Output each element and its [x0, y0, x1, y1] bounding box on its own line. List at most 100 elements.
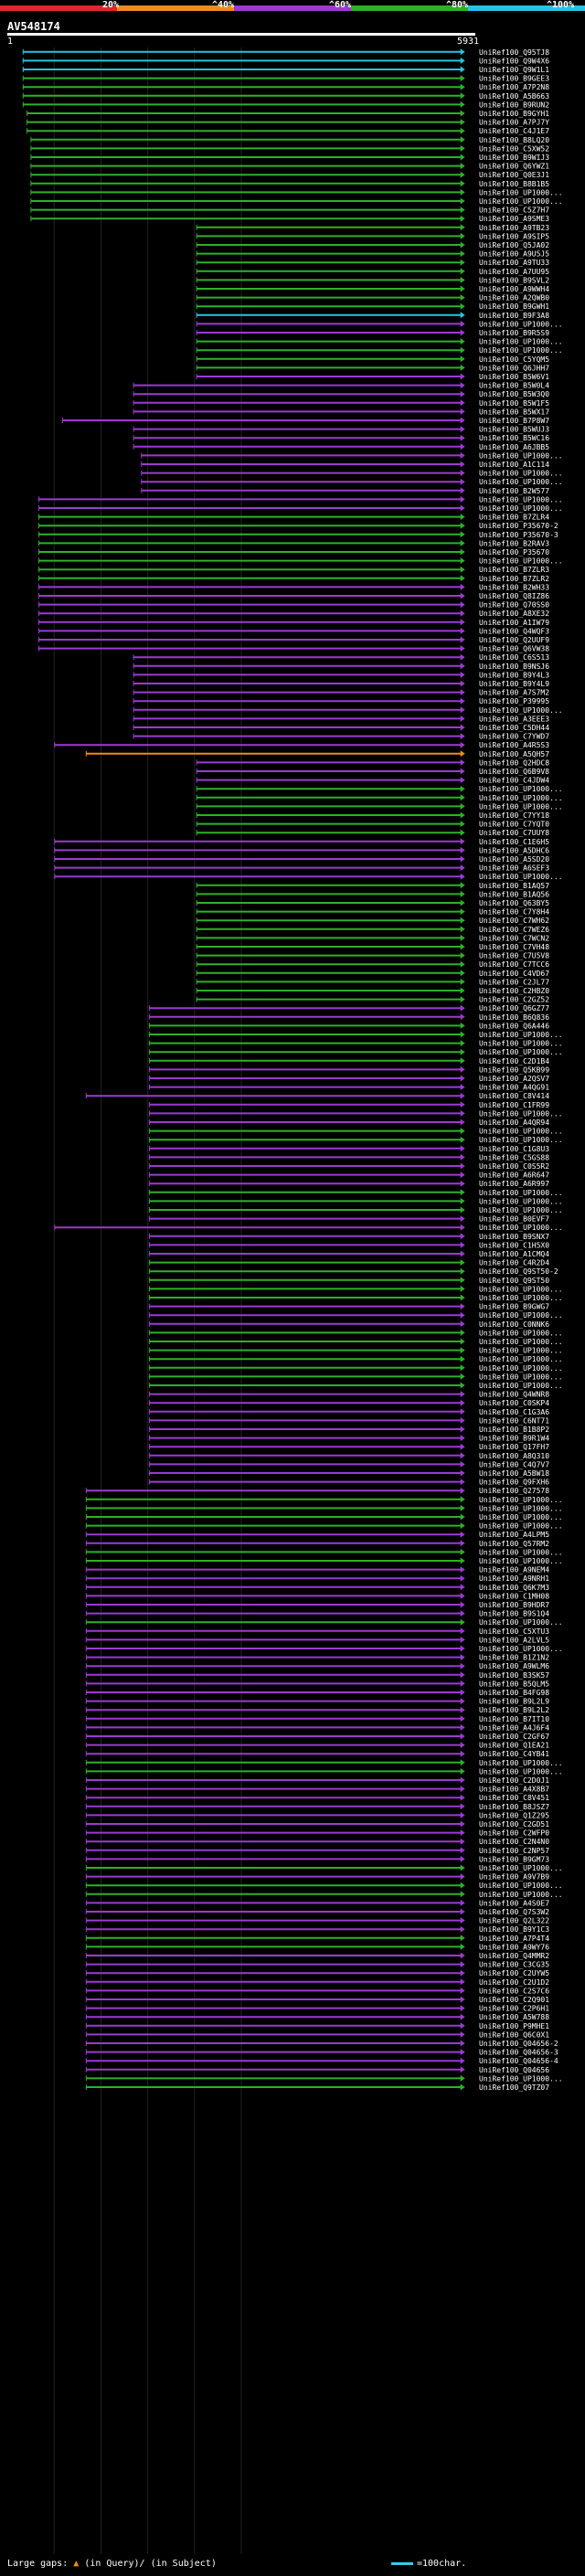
- hit-row[interactable]: UniRef100_UP1000...: [148, 1040, 563, 1048]
- hit-row[interactable]: UniRef100_UP1000...: [148, 1048, 563, 1056]
- hit-row[interactable]: UniRef100_Q6B9V8: [196, 768, 549, 776]
- hit-label[interactable]: UniRef100_C8V451: [479, 1794, 549, 1802]
- hit-label[interactable]: UniRef100_Q6K7M3: [479, 1584, 549, 1592]
- hit-row[interactable]: UniRef100_C2WFP0: [85, 1829, 549, 1838]
- hit-row[interactable]: UniRef100_UP1000...: [30, 197, 563, 206]
- hit-label[interactable]: UniRef100_A4J6F4: [479, 1723, 549, 1732]
- hit-label[interactable]: UniRef100_C5YQM5: [479, 355, 549, 364]
- hit-label[interactable]: UniRef100_A4S0E7: [479, 1899, 549, 1907]
- hit-row[interactable]: UniRef100_Q2HDC8: [196, 758, 549, 767]
- hit-row[interactable]: UniRef100_A9V7B9: [85, 1873, 549, 1882]
- hit-label[interactable]: UniRef100_UP1000...: [479, 1128, 563, 1136]
- hit-row[interactable]: UniRef100_B9RUN2: [22, 101, 549, 109]
- hit-label[interactable]: UniRef100_P35670-3: [479, 531, 558, 539]
- hit-row[interactable]: UniRef100_B9GEE3: [22, 75, 549, 83]
- hit-label[interactable]: UniRef100_C7U5V8: [479, 952, 549, 960]
- hit-row[interactable]: UniRef100_B9GYH1: [27, 110, 550, 118]
- hit-label[interactable]: UniRef100_B2WH33: [479, 583, 549, 591]
- hit-row[interactable]: UniRef100_UP1000...: [148, 1128, 563, 1136]
- hit-label[interactable]: UniRef100_B3SK57: [479, 1671, 549, 1680]
- hit-label[interactable]: UniRef100_UP1000...: [479, 1031, 563, 1039]
- hit-label[interactable]: UniRef100_C8V414: [479, 1092, 549, 1100]
- hit-label[interactable]: UniRef100_UP1000...: [479, 1338, 563, 1346]
- hit-row[interactable]: UniRef100_UP1000...: [148, 1311, 563, 1320]
- hit-label[interactable]: UniRef100_B9S1Q4: [479, 1610, 549, 1618]
- hit-label[interactable]: UniRef100_B8LQ20: [479, 136, 549, 144]
- hit-label[interactable]: UniRef100_B9GEE3: [479, 75, 549, 83]
- hit-label[interactable]: UniRef100_Q9W4X6: [479, 57, 549, 65]
- hit-label[interactable]: UniRef100_A9TB23: [479, 224, 549, 232]
- hit-row[interactable]: UniRef100_UP1000...: [148, 1136, 563, 1144]
- hit-row[interactable]: UniRef100_Q95TJ8: [22, 48, 549, 57]
- hit-row[interactable]: UniRef100_C2GD51: [85, 1820, 549, 1829]
- hit-label[interactable]: UniRef100_UP1000...: [479, 1355, 563, 1363]
- hit-row[interactable]: UniRef100_C1E6H5: [54, 838, 549, 846]
- hit-label[interactable]: UniRef100_C7YY18: [479, 811, 549, 820]
- hit-row[interactable]: UniRef100_C6S513: [133, 653, 549, 662]
- hit-label[interactable]: UniRef100_Q04656: [479, 2066, 549, 2074]
- hit-label[interactable]: UniRef100_B9L2L9: [479, 1698, 549, 1706]
- hit-row[interactable]: UniRef100_A4QG91: [148, 1084, 549, 1092]
- hit-row[interactable]: UniRef100_UP1000...: [196, 785, 563, 793]
- hit-row[interactable]: UniRef100_UP1000...: [148, 1329, 563, 1337]
- hit-row[interactable]: UniRef100_C2GF67: [85, 1733, 549, 1741]
- hit-row[interactable]: UniRef100_A3EEE3: [133, 715, 549, 723]
- hit-label[interactable]: UniRef100_Q5KB99: [479, 1065, 549, 1074]
- hit-label[interactable]: UniRef100_B5WX17: [479, 408, 549, 416]
- hit-row[interactable]: UniRef100_A4X8B7: [85, 1786, 549, 1794]
- hit-label[interactable]: UniRef100_A4QR94: [479, 1118, 549, 1127]
- hit-label[interactable]: UniRef100_C7YWD7: [479, 733, 549, 741]
- hit-row[interactable]: UniRef100_C2NP57: [85, 1847, 549, 1855]
- hit-row[interactable]: UniRef100_B1B8P2: [148, 1426, 549, 1434]
- hit-row[interactable]: UniRef100_A4QR94: [148, 1118, 549, 1127]
- hit-label[interactable]: UniRef100_Q6B9V8: [479, 768, 549, 776]
- hit-row[interactable]: UniRef100_Q17FH7: [148, 1443, 549, 1451]
- hit-row[interactable]: UniRef100_Q9FXH6: [148, 1479, 549, 1487]
- hit-row[interactable]: UniRef100_Q6K7M3: [85, 1584, 549, 1592]
- hit-row[interactable]: UniRef100_C5DH44: [133, 724, 549, 732]
- hit-label[interactable]: UniRef100_UP1000...: [479, 1109, 563, 1118]
- hit-row[interactable]: UniRef100_A4J6F4: [85, 1723, 549, 1732]
- hit-row[interactable]: UniRef100_A7PJ7Y: [27, 119, 550, 127]
- hit-label[interactable]: UniRef100_C7YQT0: [479, 821, 549, 829]
- hit-label[interactable]: UniRef100_Q04656-2: [479, 2040, 558, 2048]
- hit-label[interactable]: UniRef100_B5W1F5: [479, 399, 549, 408]
- hit-label[interactable]: UniRef100_C7UUY8: [479, 829, 549, 837]
- hit-row[interactable]: UniRef100_P35670-3: [38, 531, 558, 539]
- hit-label[interactable]: UniRef100_P9MHE1: [479, 2022, 549, 2030]
- hit-label[interactable]: UniRef100_C6NT71: [479, 1416, 549, 1425]
- hit-label[interactable]: UniRef100_Q6YWZ1: [479, 163, 549, 171]
- hit-label[interactable]: UniRef100_UP1000...: [479, 557, 563, 566]
- hit-label[interactable]: UniRef100_B5WC16: [479, 434, 549, 442]
- hit-row[interactable]: UniRef100_C2S7C6: [85, 1987, 549, 1995]
- hit-label[interactable]: UniRef100_C5XW52: [479, 144, 549, 153]
- hit-row[interactable]: UniRef100_A9U5J5: [196, 250, 549, 259]
- hit-label[interactable]: UniRef100_UP1000...: [479, 1189, 563, 1197]
- hit-label[interactable]: UniRef100_UP1000...: [479, 1285, 563, 1293]
- hit-row[interactable]: UniRef100_UP1000...: [196, 338, 563, 346]
- hit-label[interactable]: UniRef100_A1IW79: [479, 619, 549, 627]
- hit-row[interactable]: UniRef100_C4Q7V7: [148, 1460, 549, 1468]
- hit-label[interactable]: UniRef100_B5W0L4: [479, 382, 549, 390]
- hit-label[interactable]: UniRef100_A3EEE3: [479, 715, 549, 723]
- hit-row[interactable]: UniRef100_UP1000...: [148, 1364, 563, 1373]
- hit-row[interactable]: UniRef100_Q1Z295: [85, 1811, 549, 1819]
- hit-row[interactable]: UniRef100_C4JDW4: [196, 777, 549, 785]
- hit-row[interactable]: UniRef100_A9TB23: [196, 224, 549, 232]
- hit-label[interactable]: UniRef100_B9R1W4: [479, 1435, 549, 1443]
- hit-row[interactable]: UniRef100_Q4MMR2: [85, 1952, 549, 1960]
- hit-row[interactable]: UniRef100_C5Z7H7: [30, 207, 549, 215]
- hit-row[interactable]: UniRef100_UP1000...: [141, 451, 563, 460]
- hit-row[interactable]: UniRef100_C6NT71: [148, 1416, 549, 1425]
- hit-label[interactable]: UniRef100_Q6JHH7: [479, 364, 549, 372]
- hit-row[interactable]: UniRef100_Q6C0X1: [85, 2030, 549, 2039]
- hit-label[interactable]: UniRef100_A9WY76: [479, 1943, 549, 1951]
- hit-row[interactable]: UniRef100_C3CG35: [85, 1961, 549, 1969]
- hit-row[interactable]: UniRef100_B7ZLR4: [38, 514, 550, 522]
- hit-row[interactable]: UniRef100_C4YB41: [85, 1750, 549, 1758]
- hit-label[interactable]: UniRef100_C6S513: [479, 653, 549, 662]
- hit-label[interactable]: UniRef100_Q2UUF9: [479, 636, 549, 644]
- hit-row[interactable]: UniRef100_B5W3Q0: [133, 390, 549, 398]
- hit-label[interactable]: UniRef100_Q4WQF3: [479, 627, 549, 635]
- hit-label[interactable]: UniRef100_UP1000...: [479, 320, 563, 328]
